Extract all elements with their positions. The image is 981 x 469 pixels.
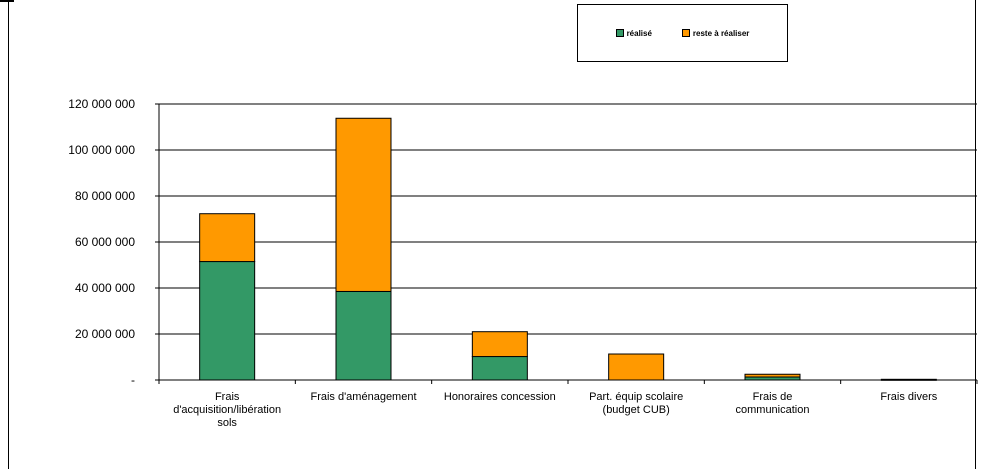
x-tick-label: Frais divers <box>880 391 937 403</box>
x-tick-label: Frais de communication <box>736 391 810 416</box>
frame-corner-mark <box>0 0 14 2</box>
legend-swatch-realise <box>615 29 624 37</box>
y-tick-label: 40 000 000 <box>75 281 135 295</box>
bar-segment-realise <box>335 290 392 381</box>
frame-right-border <box>975 0 976 469</box>
bar-segment-reste <box>199 213 256 263</box>
x-tick-label: Frais d'acquisition/libération sols <box>173 391 281 429</box>
bar-segment-realise <box>471 356 528 381</box>
y-tick-label: 60 000 000 <box>75 235 135 249</box>
legend-item-reste: reste à réaliser <box>681 28 750 38</box>
x-tick-label: Honoraires concession <box>444 391 556 403</box>
bar-segment-realise <box>199 261 256 381</box>
y-tick-label: 80 000 000 <box>75 189 135 203</box>
bar-segment-reste <box>608 353 665 381</box>
chart-legend: réalisé reste à réaliser <box>577 4 788 62</box>
y-tick-label: 120 000 000 <box>68 97 135 111</box>
legend-label-realise: réalisé <box>626 28 652 38</box>
bar-segment-reste <box>471 331 528 358</box>
y-tick-label: 20 000 000 <box>75 327 135 341</box>
frame-left-border <box>0 0 9 469</box>
y-tick-label: 100 000 000 <box>68 143 135 157</box>
bar-segment-realise <box>880 378 937 381</box>
legend-item-realise: réalisé <box>615 28 652 38</box>
bar-segment-reste <box>744 373 801 378</box>
x-tick-label: Frais d'aménagement <box>310 391 416 403</box>
legend-label-reste: reste à réaliser <box>692 28 750 38</box>
x-tick-label: Part. équip scolaire (budget CUB) <box>589 391 683 416</box>
legend-swatch-reste <box>681 29 690 37</box>
bar-segment-reste <box>335 117 392 292</box>
y-tick-label: - <box>131 373 135 387</box>
